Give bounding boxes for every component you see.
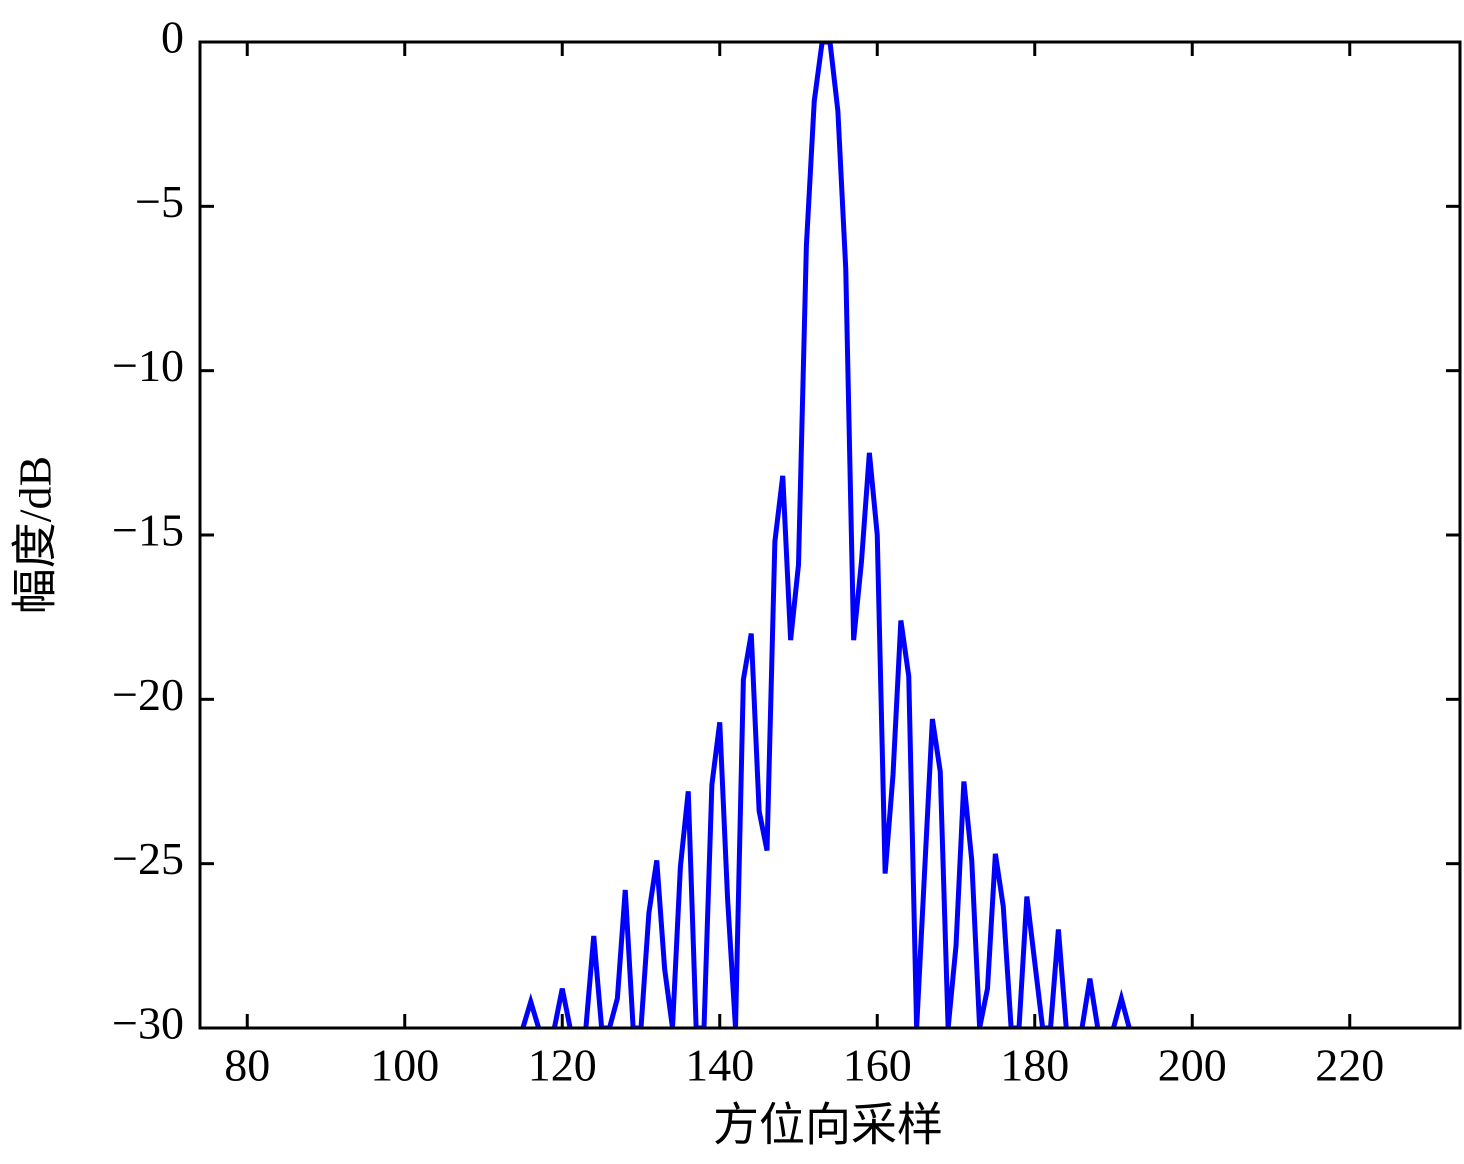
y-tick-label: −25 <box>112 833 184 884</box>
y-tick-label: −10 <box>112 340 184 391</box>
y-tick-label: −30 <box>112 998 184 1049</box>
x-tick-label: 200 <box>1158 1040 1227 1091</box>
y-axis-label: 幅度/dB <box>10 456 61 614</box>
x-tick-label: 160 <box>843 1040 912 1091</box>
x-axis-label: 方位向采样 <box>713 1100 943 1151</box>
y-tick-label: −20 <box>112 669 184 720</box>
x-tick-label: 120 <box>528 1040 597 1091</box>
x-tick-label: 180 <box>1000 1040 1069 1091</box>
data-line <box>520 42 1132 1028</box>
x-tick-label: 80 <box>224 1040 270 1091</box>
y-tick-label: 0 <box>161 12 184 63</box>
plot-frame <box>198 40 1462 1030</box>
x-tick-label: 220 <box>1315 1040 1384 1091</box>
y-tick-label: −15 <box>112 505 184 556</box>
y-tick-label: −5 <box>135 176 184 227</box>
x-tick-label: 140 <box>685 1040 754 1091</box>
x-tick-label: 100 <box>370 1040 439 1091</box>
